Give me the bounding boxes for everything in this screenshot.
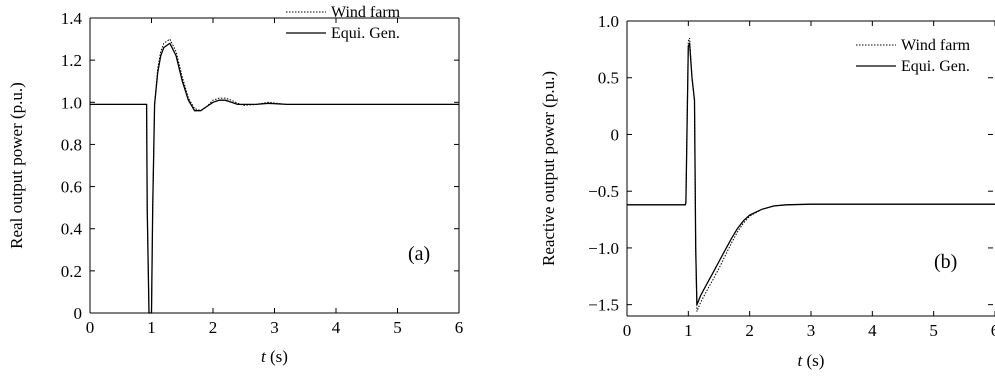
y-axis-label: Real output power (p.u.) xyxy=(7,82,26,249)
series-line-wind-farm xyxy=(90,38,459,314)
x-tick-label: 5 xyxy=(929,321,938,340)
series-line-wind-farm xyxy=(627,37,995,312)
x-tick-label: 0 xyxy=(623,321,632,340)
x-tick-label: 6 xyxy=(991,321,995,340)
series-line-equi-gen xyxy=(627,41,995,305)
chart-panel-b: 0 1 2 3 4 5 6 −1.5 −1.0 −0.5 0 0.5 1.0 Wind farm Equi.… xyxy=(539,12,995,370)
legend-entry: Wind farm xyxy=(901,37,971,54)
x-tick-label: 2 xyxy=(209,318,218,337)
y-tick-label: −0.5 xyxy=(588,182,619,201)
x-tick-label: 3 xyxy=(807,321,816,340)
legend: Wind farm Equi. Gen. xyxy=(286,4,401,42)
legend: Wind farm Equi. Gen. xyxy=(856,37,971,75)
panel-label: (a) xyxy=(408,243,430,265)
x-tick-label: 4 xyxy=(332,318,341,337)
legend-entry: Wind farm xyxy=(331,4,401,21)
y-tick-label: −1.5 xyxy=(588,296,619,315)
y-tick-label: 0.2 xyxy=(61,262,82,281)
x-tick-label: 1 xyxy=(684,321,693,340)
y-tick-label: 0.4 xyxy=(61,220,83,239)
x-tick-label: 2 xyxy=(745,321,754,340)
y-tick-label: 0.6 xyxy=(61,178,82,197)
y-tick-label: 0.8 xyxy=(61,135,82,154)
y-axis-label: Reactive output power (p.u.) xyxy=(539,71,558,266)
y-tick-label: −1.0 xyxy=(588,239,619,258)
legend-entry: Equi. Gen. xyxy=(331,25,400,42)
x-tick-label: 0 xyxy=(86,318,95,337)
y-tick-label: 1.2 xyxy=(61,51,82,70)
x-tick-label: 5 xyxy=(393,318,402,337)
y-tick-label: 0 xyxy=(611,125,620,144)
y-tick-label: 0.5 xyxy=(598,69,619,88)
x-tick-label: 6 xyxy=(455,318,464,337)
y-tick-label: 1.0 xyxy=(598,12,619,31)
series-line-equi-gen xyxy=(90,42,459,314)
y-tick-label: 0 xyxy=(74,304,83,323)
x-axis-label: t (s) xyxy=(261,347,288,366)
x-axis-label: t (s) xyxy=(798,351,825,370)
x-tick-label: 3 xyxy=(270,318,279,337)
x-tick-label: 4 xyxy=(868,321,877,340)
x-tick-label: 1 xyxy=(147,318,156,337)
y-tick-label: 1.4 xyxy=(61,9,83,28)
panel-label: (b) xyxy=(934,251,957,273)
y-tick-label: 1.0 xyxy=(61,93,82,112)
legend-entry: Equi. Gen. xyxy=(901,58,970,75)
chart-panel-a: 0 1 2 3 4 5 6 0 0.2 0.4 0.6 0.8 1.0 1.2 1.4 Wind farm Eq… xyxy=(7,4,463,366)
